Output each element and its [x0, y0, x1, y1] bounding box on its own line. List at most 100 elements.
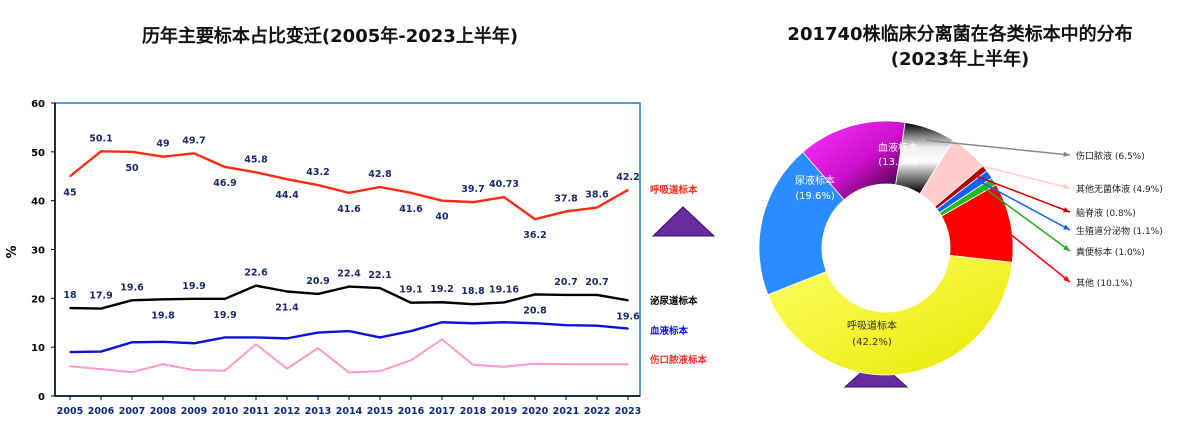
data-point — [410, 330, 412, 332]
data-point — [286, 178, 288, 180]
data-label: 40.73 — [489, 179, 519, 190]
data-label: 22.6 — [244, 268, 268, 279]
data-point — [286, 337, 288, 340]
data-point — [255, 171, 257, 174]
x-tick-label: 2019 — [491, 406, 517, 417]
callout-line — [983, 187, 1071, 252]
slice-label: 尿液标本 — [795, 174, 835, 187]
data-point — [100, 350, 102, 353]
data-point — [534, 322, 536, 325]
data-label: 19.1 — [399, 285, 422, 296]
data-point — [441, 301, 443, 304]
slice-label: 呼吸道标本 — [847, 319, 897, 332]
data-point — [472, 363, 474, 366]
callout-label: 粪便标本 (1.0%) — [1076, 246, 1145, 258]
data-label: 49 — [156, 139, 169, 150]
data-point — [472, 201, 474, 203]
data-label: 18.8 — [461, 286, 485, 297]
data-point — [317, 347, 319, 349]
data-label: 42.2 — [616, 172, 639, 183]
data-point — [627, 327, 629, 330]
data-point — [162, 363, 164, 366]
data-point — [503, 365, 505, 368]
data-point — [100, 307, 102, 310]
data-point — [410, 192, 412, 194]
data-point — [162, 155, 164, 158]
callout-arrowhead — [1063, 183, 1070, 190]
data-label: 44.4 — [275, 190, 299, 201]
data-point — [193, 152, 195, 155]
x-tick-label: 2023 — [615, 406, 641, 417]
data-label: 20.7 — [554, 277, 577, 288]
data-point — [100, 150, 102, 153]
callout-arrowhead — [1063, 275, 1070, 282]
data-point — [131, 341, 133, 344]
data-point — [255, 284, 257, 287]
callout-arrowhead — [1063, 207, 1070, 213]
data-point — [379, 336, 381, 339]
slice-pct: (13.8%) — [878, 157, 918, 168]
x-tick-label: 2022 — [584, 406, 610, 417]
data-point — [348, 371, 350, 374]
data-point — [534, 218, 536, 221]
data-point — [410, 359, 412, 362]
data-point — [69, 351, 71, 353]
data-point — [472, 322, 474, 325]
data-point — [193, 342, 195, 345]
series-name-0: 呼吸道标本 — [650, 184, 698, 196]
data-label: 19.16 — [489, 284, 519, 295]
callout-label: 其他无菌体液 (4.9%) — [1076, 183, 1163, 195]
data-label: 19.6 — [120, 282, 144, 293]
data-point — [379, 370, 381, 372]
data-label: 41.6 — [337, 204, 361, 215]
data-label: 21.4 — [275, 302, 299, 313]
data-point — [441, 338, 443, 341]
x-tick-label: 2009 — [181, 406, 207, 417]
data-point — [596, 206, 598, 209]
data-point — [317, 184, 319, 186]
y-axis-label: % — [5, 245, 20, 258]
y-tick-label: 40 — [31, 197, 45, 208]
data-point — [627, 363, 629, 366]
data-point — [565, 324, 567, 326]
callout-line — [998, 224, 1071, 283]
marker-triangle-left — [651, 206, 716, 237]
x-tick-label: 2013 — [305, 406, 331, 417]
x-tick-label: 2021 — [553, 406, 579, 417]
data-point — [503, 196, 505, 198]
data-point — [503, 301, 505, 304]
series-name-1: 泌尿道标本 — [650, 295, 698, 307]
callout-arrowhead — [1063, 244, 1070, 251]
data-point — [534, 362, 536, 365]
x-tick-label: 2010 — [212, 406, 239, 417]
data-point — [410, 301, 412, 304]
callout-line — [925, 139, 1071, 156]
data-label: 49.7 — [182, 135, 205, 146]
data-label: 50 — [125, 163, 139, 174]
data-point — [627, 189, 629, 191]
y-tick-label: 30 — [31, 246, 45, 257]
data-point — [379, 287, 381, 289]
data-label: 22.4 — [337, 269, 361, 280]
x-tick-label: 2005 — [57, 406, 83, 417]
slice-pct: (19.6%) — [795, 191, 835, 202]
data-label: 45.8 — [244, 154, 268, 165]
data-point — [224, 369, 226, 372]
data-point — [379, 186, 381, 188]
data-label: 19.6 — [616, 311, 640, 322]
data-point — [255, 343, 257, 346]
data-point — [193, 369, 195, 371]
data-label: 18 — [63, 290, 77, 301]
data-label: 40 — [435, 212, 449, 223]
donut-slice-7 — [767, 254, 1013, 376]
data-point — [69, 307, 71, 309]
x-tick-label: 2020 — [522, 406, 549, 417]
data-point — [596, 363, 598, 366]
donut-title-line2: (2023年上半年) — [890, 49, 1030, 70]
data-point — [317, 331, 319, 334]
data-point — [131, 371, 133, 373]
data-point — [286, 367, 288, 370]
data-label: 19.2 — [430, 284, 453, 295]
data-point — [69, 365, 71, 368]
data-label: 37.8 — [554, 193, 578, 204]
